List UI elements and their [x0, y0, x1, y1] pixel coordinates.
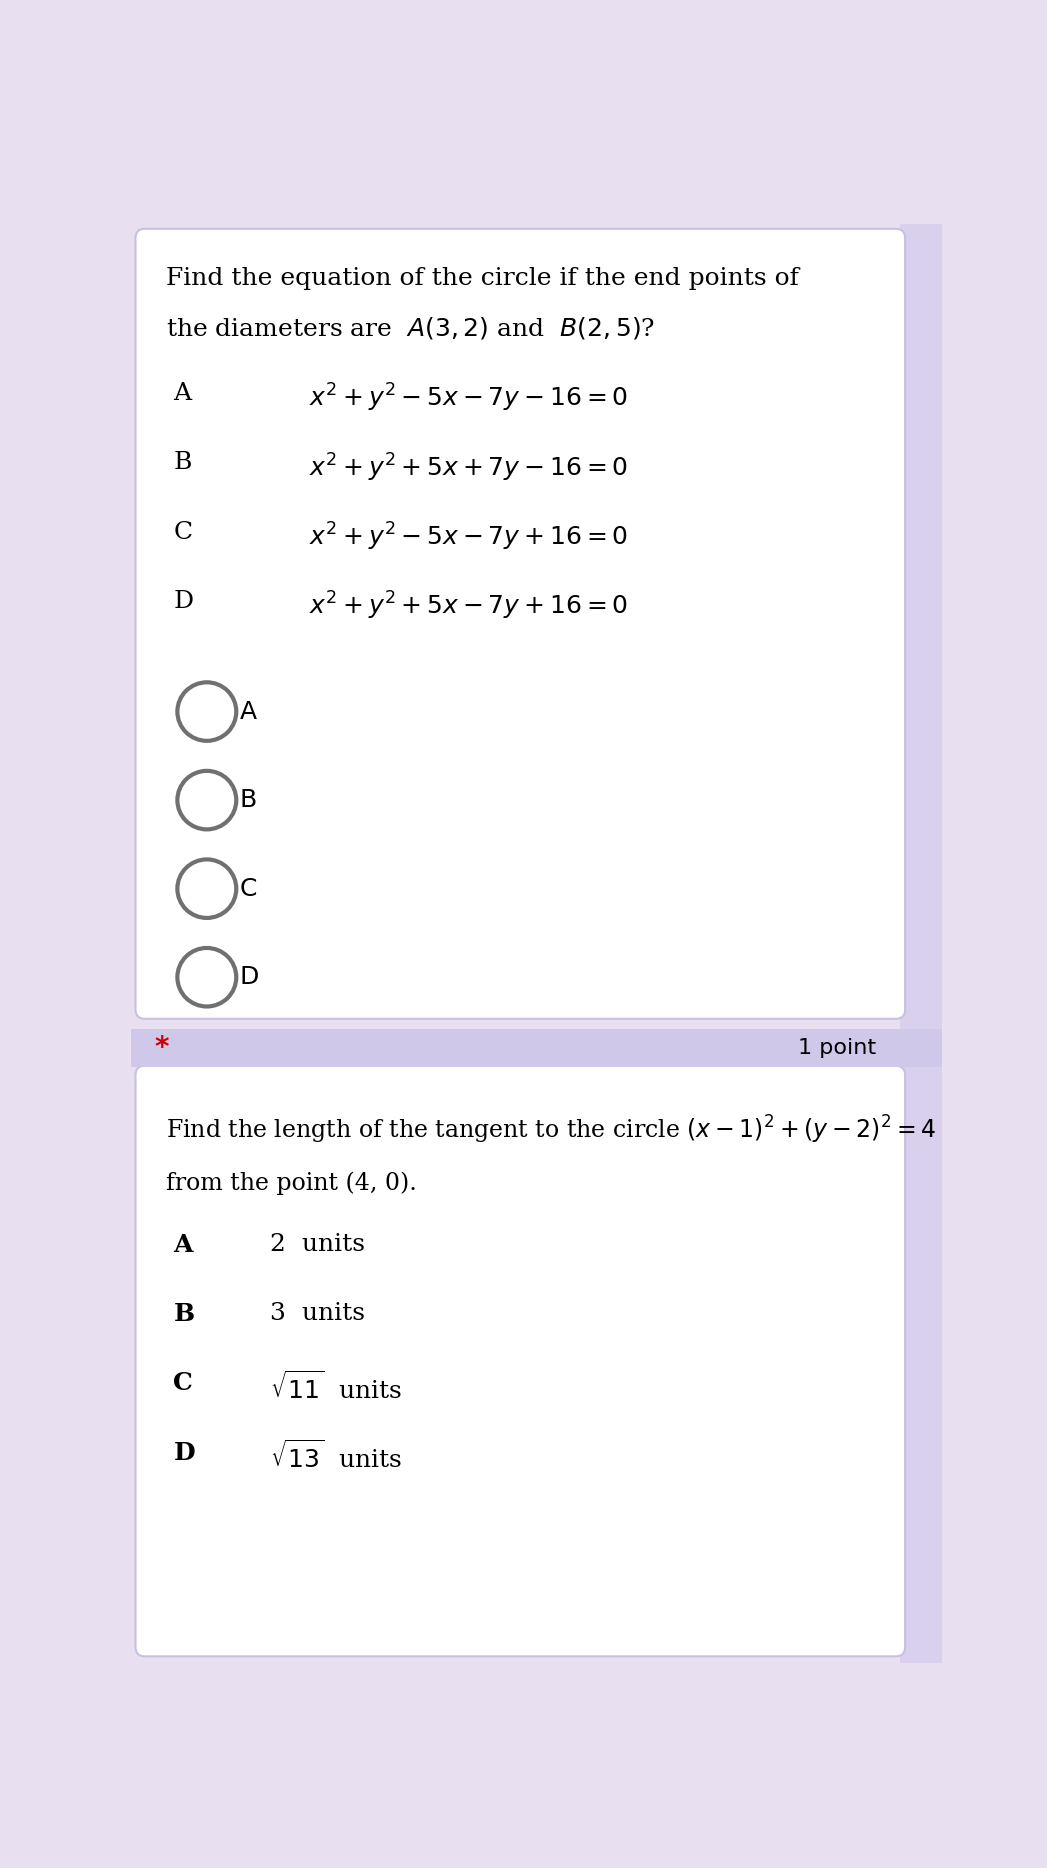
Ellipse shape	[177, 682, 237, 742]
Text: A: A	[174, 1233, 193, 1257]
Text: B: B	[174, 452, 192, 474]
Text: $\sqrt{13}$  units: $\sqrt{13}$ units	[270, 1440, 403, 1474]
Text: D: D	[240, 966, 259, 990]
Ellipse shape	[177, 771, 237, 829]
Text: D: D	[174, 1440, 195, 1465]
Text: $x^2+y^2+5x-7y+16=0$: $x^2+y^2+5x-7y+16=0$	[309, 590, 628, 622]
Text: C: C	[174, 521, 193, 544]
Text: $x^2+y^2-5x-7y+16=0$: $x^2+y^2-5x-7y+16=0$	[309, 521, 628, 553]
Text: 3  units: 3 units	[270, 1302, 365, 1324]
Text: Find the length of the tangent to the circle $(x-1)^2+(y-2)^2=4$: Find the length of the tangent to the ci…	[165, 1113, 936, 1145]
Text: B: B	[240, 788, 257, 813]
Text: D: D	[174, 590, 194, 613]
Ellipse shape	[177, 947, 237, 1007]
Text: B: B	[174, 1302, 195, 1326]
Text: $x^2+y^2+5x+7y-16=0$: $x^2+y^2+5x+7y-16=0$	[309, 452, 628, 484]
Text: C: C	[174, 1371, 194, 1395]
Text: C: C	[240, 876, 257, 900]
Text: A: A	[174, 383, 192, 405]
Text: *: *	[154, 1035, 169, 1063]
Bar	[899, 224, 942, 1663]
Text: the diameters are  $A(3,2)$ and  $B(2,5)$?: the diameters are $A(3,2)$ and $B(2,5)$?	[165, 316, 654, 342]
FancyBboxPatch shape	[135, 1067, 905, 1657]
Text: A: A	[240, 700, 257, 723]
Text: Find the equation of the circle if the end points of: Find the equation of the circle if the e…	[165, 267, 799, 290]
Text: $x^2+y^2-5x-7y-16=0$: $x^2+y^2-5x-7y-16=0$	[309, 383, 628, 415]
Bar	[131, 1029, 942, 1067]
Text: 1 point: 1 point	[798, 1039, 876, 1057]
Ellipse shape	[177, 859, 237, 917]
FancyBboxPatch shape	[135, 228, 905, 1018]
Text: 2  units: 2 units	[270, 1233, 365, 1255]
Text: from the point (4, 0).: from the point (4, 0).	[165, 1171, 417, 1196]
Text: $\sqrt{11}$  units: $\sqrt{11}$ units	[270, 1371, 403, 1405]
